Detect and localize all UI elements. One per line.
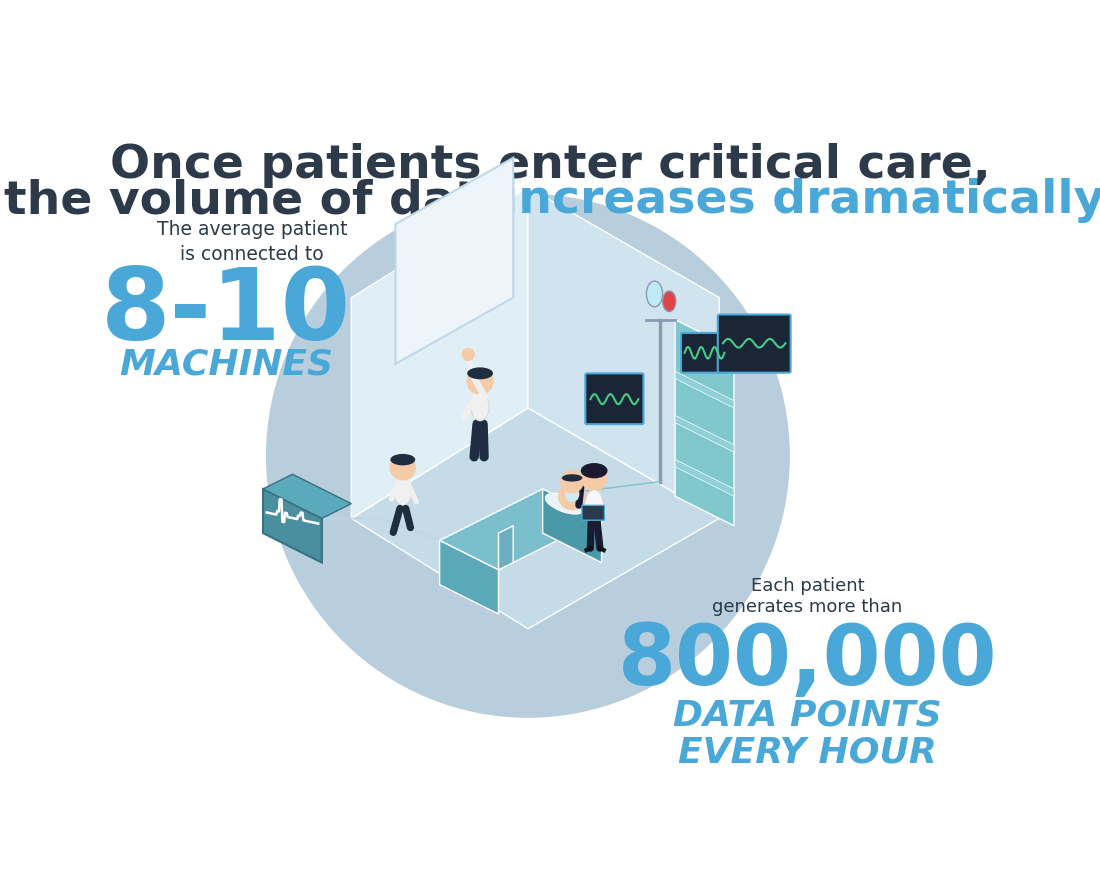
Ellipse shape [394, 479, 411, 506]
Ellipse shape [564, 486, 580, 502]
Polygon shape [542, 489, 602, 562]
Polygon shape [440, 541, 498, 614]
Text: MACHINES: MACHINES [119, 348, 333, 382]
Ellipse shape [546, 493, 584, 514]
Text: 800,000: 800,000 [618, 621, 998, 703]
Polygon shape [675, 416, 734, 452]
Ellipse shape [471, 393, 490, 421]
Ellipse shape [647, 281, 662, 307]
Text: generates more than: generates more than [713, 598, 903, 616]
Circle shape [561, 470, 583, 493]
Text: DATA POINTS: DATA POINTS [673, 699, 942, 733]
FancyBboxPatch shape [585, 374, 644, 424]
Circle shape [390, 455, 416, 480]
FancyBboxPatch shape [681, 333, 728, 373]
Circle shape [468, 368, 493, 394]
Ellipse shape [562, 474, 582, 482]
Ellipse shape [581, 463, 607, 478]
Circle shape [582, 466, 606, 491]
Text: 8-10: 8-10 [101, 265, 351, 361]
Text: increases dramatically:: increases dramatically: [503, 179, 1100, 224]
Polygon shape [528, 187, 719, 519]
Polygon shape [351, 187, 528, 519]
Text: Once patients enter critical care,: Once patients enter critical care, [110, 143, 990, 188]
Circle shape [559, 483, 585, 510]
Polygon shape [396, 157, 514, 364]
Circle shape [462, 349, 474, 360]
Text: Each patient: Each patient [751, 578, 865, 595]
Ellipse shape [468, 367, 493, 379]
Polygon shape [498, 526, 514, 569]
FancyBboxPatch shape [718, 315, 791, 373]
Ellipse shape [585, 490, 603, 517]
Polygon shape [675, 371, 734, 408]
Text: EVERY HOUR: EVERY HOUR [679, 736, 937, 770]
Text: the volume of data: the volume of data [3, 179, 526, 224]
Circle shape [266, 195, 789, 717]
Text: The average patient
is connected to: The average patient is connected to [156, 220, 348, 265]
Polygon shape [440, 489, 602, 569]
FancyBboxPatch shape [582, 505, 605, 520]
Ellipse shape [662, 291, 675, 312]
Polygon shape [263, 474, 351, 519]
Polygon shape [675, 460, 734, 496]
Polygon shape [263, 489, 322, 562]
Ellipse shape [390, 454, 416, 466]
Polygon shape [351, 408, 719, 628]
Polygon shape [675, 320, 734, 526]
